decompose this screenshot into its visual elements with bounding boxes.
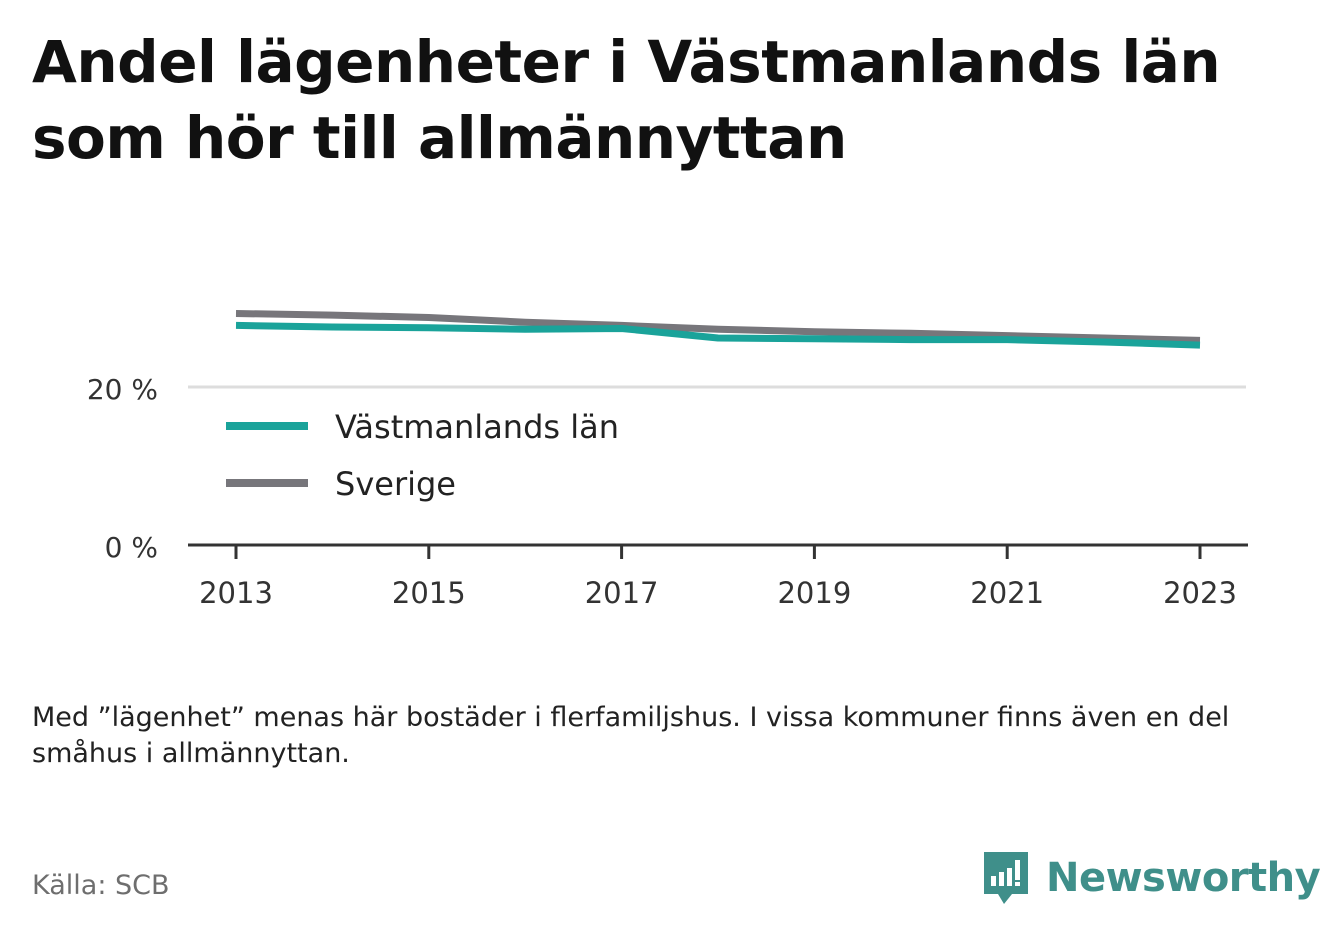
x-tick-label: 2013 xyxy=(199,576,273,610)
newsworthy-logo-text: Newsworthy xyxy=(1046,855,1321,901)
series-line-vastmanlands-lan xyxy=(235,321,1201,349)
chart-note: Med ”lägenhet” menas här bostäder i fler… xyxy=(32,702,1230,769)
newsworthy-logo-icon xyxy=(984,852,1028,904)
x-tick-label: 2023 xyxy=(1163,576,1237,610)
source-label: Källa: SCB xyxy=(32,870,170,901)
legend-label: Västmanlands län xyxy=(335,408,619,446)
legend: Västmanlands län Sverige xyxy=(226,408,619,503)
series-lines xyxy=(235,310,1201,349)
y-tick-label: 0 % xyxy=(105,531,158,564)
y-tick-label: 20 % xyxy=(87,373,158,406)
series-line-sverige xyxy=(235,310,1201,344)
chart-title: Andel lägenheter i Västmanlands län som … xyxy=(32,28,1221,172)
x-tick-label: 2021 xyxy=(970,576,1044,610)
legend-label: Sverige xyxy=(335,465,456,503)
axes: 0 % 20 % 2013 2015 2017 2019 2021 2023 xyxy=(87,373,1248,610)
x-tick-label: 2019 xyxy=(777,576,851,610)
newsworthy-logo[interactable]: Newsworthy xyxy=(980,848,1321,908)
x-tick-label: 2015 xyxy=(392,576,466,610)
x-tick-label: 2017 xyxy=(585,576,659,610)
